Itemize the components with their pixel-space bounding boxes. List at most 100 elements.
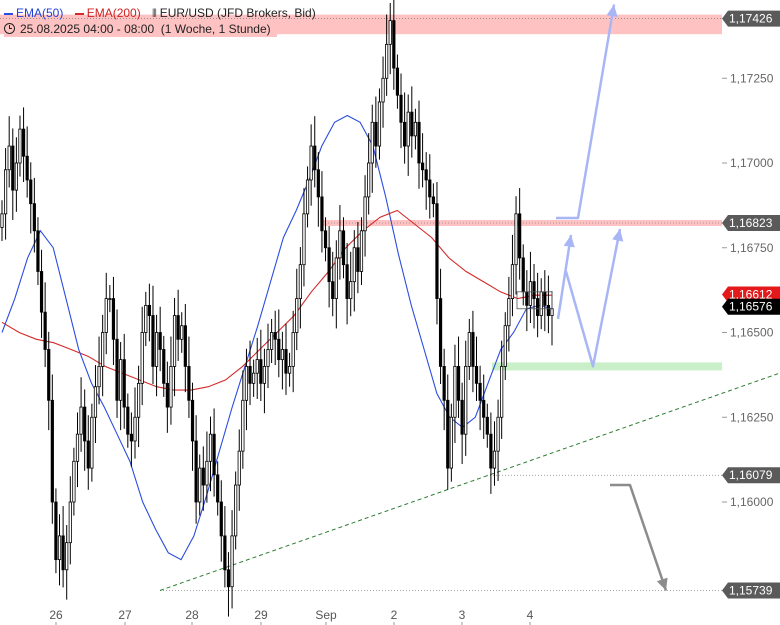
bullish-candle-body <box>496 416 500 452</box>
candle <box>359 217 364 286</box>
bullish-candle-body <box>367 162 371 198</box>
bullish-candle-body <box>104 298 108 333</box>
ema50-line <box>1 114 553 561</box>
y-tick-label: 1,17000 <box>730 156 774 170</box>
candle <box>14 137 18 212</box>
candle <box>111 276 116 366</box>
candle <box>29 162 33 234</box>
bearish-candle-body <box>223 535 227 571</box>
bearish-candle-body <box>36 230 40 272</box>
candle <box>248 340 252 406</box>
candle <box>68 476 72 565</box>
candle <box>510 234 515 317</box>
candle <box>284 323 288 395</box>
bullish-candle-body <box>241 399 245 452</box>
candle <box>101 314 105 397</box>
price-tag-top-resistance-text: 1,17426 <box>729 12 773 26</box>
ema50-swatch <box>4 12 13 15</box>
bullish-candle-body <box>198 467 202 503</box>
candle <box>349 251 353 317</box>
bullish-candle-body <box>208 433 213 462</box>
candle <box>456 336 461 418</box>
bearish-candle-body <box>478 382 482 401</box>
bullish-candle-body <box>503 325 507 367</box>
candle <box>413 108 417 150</box>
bearish-candle-body <box>474 365 479 384</box>
bearish-candle-body <box>410 111 414 137</box>
price-tag-top-resistance: 1,17426 <box>722 10 780 27</box>
bullish-candle-body <box>101 332 105 367</box>
forecast-arrow-top-shaft <box>556 4 616 220</box>
bearish-candle-body <box>446 399 450 469</box>
candle <box>126 393 130 448</box>
bullish-candle-body <box>291 332 295 367</box>
candle <box>471 310 475 393</box>
bearish-candle-body <box>50 399 54 503</box>
candle <box>18 115 22 177</box>
bullish-candle-body <box>449 416 453 469</box>
bearish-candle-body <box>158 332 162 350</box>
candle <box>266 323 270 389</box>
bearish-candle-body <box>129 433 134 442</box>
bearish-candle-body <box>25 155 29 181</box>
candle <box>420 133 425 188</box>
bearish-candle-body <box>327 247 331 283</box>
candle <box>546 275 551 334</box>
candle <box>500 340 504 439</box>
bullish-candle-body <box>539 291 543 316</box>
candle <box>295 268 299 351</box>
bullish-candle-body <box>309 145 313 181</box>
forecast-arrow-up-1-shaft <box>556 234 573 320</box>
candle <box>406 94 410 176</box>
candle <box>219 480 223 562</box>
bullish-candle-body <box>287 365 292 374</box>
forecast-arrow-down-head <box>656 577 668 591</box>
bullish-candle-body <box>266 349 270 367</box>
bearish-candle-body <box>420 162 425 171</box>
x-tick-label: 28 <box>185 608 199 622</box>
candle <box>367 133 371 215</box>
candle <box>190 382 195 471</box>
candle <box>525 270 529 332</box>
candle <box>435 181 439 325</box>
bullish-candle-body <box>93 386 98 418</box>
candle <box>72 447 76 516</box>
candle <box>25 126 29 198</box>
price-tag-last-bg <box>722 298 780 315</box>
candle <box>187 336 191 418</box>
bearish-candle-body <box>201 467 205 486</box>
candle <box>108 285 112 313</box>
x-tick-label: 2 <box>391 608 398 622</box>
bearish-candle-body <box>111 298 116 340</box>
forecast-arrow-up-2-shaft <box>564 228 622 368</box>
bearish-candle-body <box>316 169 320 198</box>
bullish-candle-body <box>108 298 112 301</box>
candle <box>3 148 8 240</box>
candle <box>50 374 54 524</box>
candle <box>507 276 511 352</box>
candle <box>482 374 486 439</box>
price-tag-last-text: 1,16576 <box>729 300 773 314</box>
bearish-candle-body <box>489 433 493 469</box>
candle <box>503 312 507 380</box>
bearish-candle-body <box>392 20 396 69</box>
bearish-candle-body <box>323 230 328 249</box>
candle <box>453 344 457 444</box>
candle <box>172 297 177 397</box>
bearish-candle-body <box>190 399 195 442</box>
forecast-arrow-top <box>556 4 618 220</box>
candle <box>489 412 493 494</box>
x-tick-label: 4 <box>527 608 534 622</box>
bullish-candle-body <box>180 325 184 340</box>
candle <box>496 399 500 481</box>
candle <box>514 196 518 295</box>
candle <box>532 264 536 329</box>
candle <box>338 205 342 280</box>
ema200-swatch <box>74 12 84 15</box>
bearish-candle-body <box>273 332 277 340</box>
candle <box>280 331 284 390</box>
y-tick-label: 1,16500 <box>730 326 774 340</box>
candle <box>334 240 338 329</box>
candle <box>323 217 328 262</box>
candle <box>158 306 162 372</box>
